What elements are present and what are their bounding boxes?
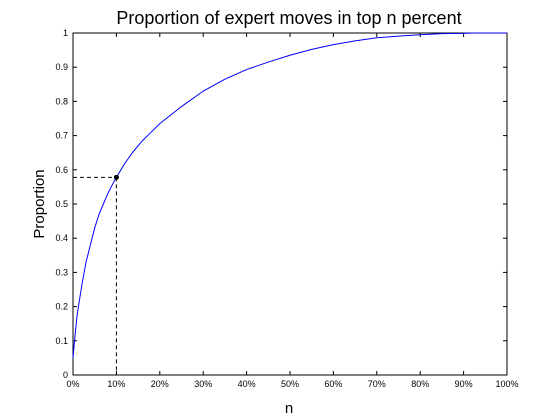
x-tick-label: 60% <box>324 379 342 389</box>
y-tick-label: 0.5 <box>55 199 68 209</box>
x-tick-label: 40% <box>238 379 256 389</box>
y-axis-label: Proportion <box>31 169 48 238</box>
series-layer <box>72 32 507 358</box>
x-tick-label: 30% <box>194 379 212 389</box>
x-tick-label: 20% <box>151 379 169 389</box>
y-tick-label: 0.2 <box>55 302 68 312</box>
x-axis-label: n <box>285 400 293 417</box>
y-tick-label: 0.7 <box>55 131 68 141</box>
y-tick-label: 0.8 <box>55 96 68 106</box>
tick-layer: 0% 10% 20% 30% 40% 50% 60% 70% 80% 90% 100% 0 0.1 0.2… <box>55 28 518 389</box>
chart-title: Proportion of expert moves in top n perc… <box>116 8 461 28</box>
y-tick-label: 0.3 <box>55 267 68 277</box>
x-tick-label: 80% <box>411 379 429 389</box>
plot-area <box>72 32 508 376</box>
highlight-point <box>113 174 119 180</box>
y-tick-label: 0.1 <box>55 336 68 346</box>
x-tick-label: 90% <box>455 379 473 389</box>
guide-layer <box>73 176 117 375</box>
x-tick-label: 10% <box>107 379 125 389</box>
x-tick-label: 50% <box>281 379 299 389</box>
y-tick-label: 0.6 <box>55 165 68 175</box>
y-tick-label: 1 <box>63 28 68 38</box>
x-tick-label: 100% <box>495 379 518 389</box>
series-line <box>72 32 507 358</box>
x-tick-label: 70% <box>368 379 386 389</box>
y-tick-label: 0.9 <box>55 62 68 72</box>
y-tick-label: 0.4 <box>55 233 68 243</box>
y-tick-label: 0 <box>63 370 68 380</box>
x-tick-label: 0% <box>66 379 79 389</box>
